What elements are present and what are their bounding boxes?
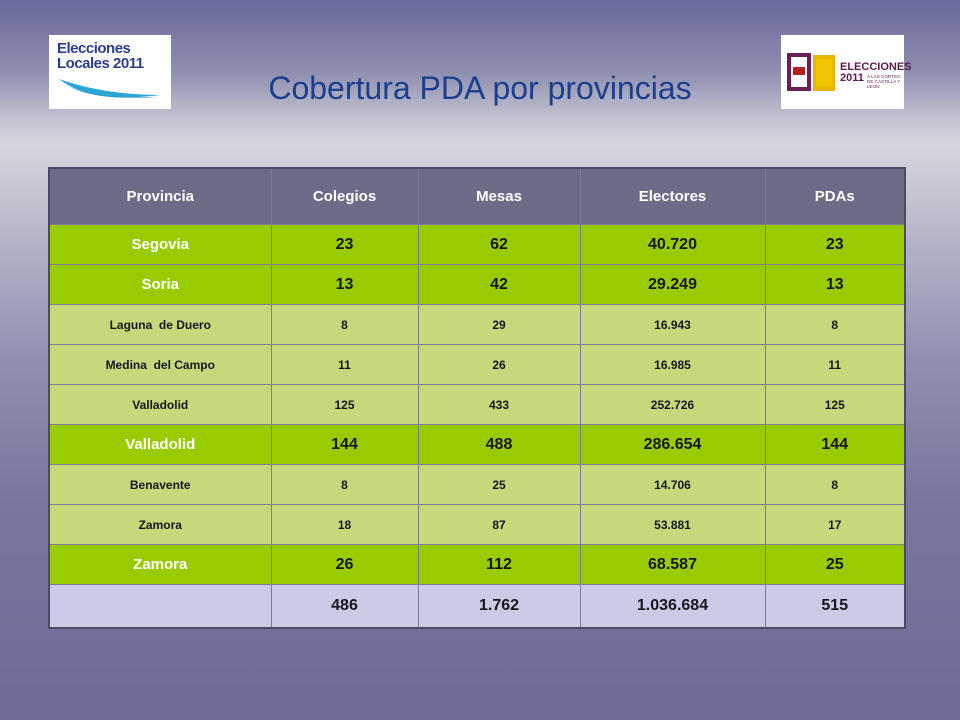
- cell-pdas: 144: [764, 424, 906, 465]
- logo-right-line2: 2011: [840, 72, 864, 84]
- castle-emblem-icon: [787, 53, 835, 91]
- cell-colegios: 144: [270, 424, 419, 465]
- header-pdas: PDAs: [764, 167, 906, 225]
- cell-colegios: 23: [270, 224, 419, 265]
- page-title: Cobertura PDA por provincias: [268, 70, 692, 106]
- table-row: Valladolid 125 433 252.726 125: [48, 384, 906, 425]
- logo-right-line1: ELECCIONES: [840, 61, 912, 73]
- cell-pdas: 11: [764, 344, 906, 385]
- cell-pdas: 8: [764, 464, 906, 505]
- header-electores: Electores: [579, 167, 766, 225]
- table-total-row: 486 1.762 1.036.684 515: [48, 584, 906, 629]
- table-header-row: Provincia Colegios Mesas Electores PDAs: [48, 167, 906, 225]
- cell-electores: 40.720: [579, 224, 766, 265]
- cell-mesas: 87: [417, 504, 581, 545]
- header-mesas: Mesas: [417, 167, 581, 225]
- logo-left-line2: Locales 2011: [57, 55, 144, 72]
- cell-total-mesas: 1.762: [417, 584, 581, 629]
- table-row: Valladolid 144 488 286.654 144: [48, 424, 906, 465]
- elecciones-locales-logo: Elecciones Locales 2011: [49, 35, 171, 109]
- cell-mesas: 112: [417, 544, 581, 585]
- cell-total-pdas: 515: [764, 584, 906, 629]
- cell-colegios: 8: [270, 304, 419, 345]
- cell-provincia: Laguna de Duero: [48, 304, 272, 345]
- cell-colegios: 125: [270, 384, 419, 425]
- cell-colegios: 13: [270, 264, 419, 305]
- cell-provincia: Medina del Campo: [48, 344, 272, 385]
- cell-pdas: 13: [764, 264, 906, 305]
- cell-electores: 53.881: [579, 504, 766, 545]
- cell-pdas: 23: [764, 224, 906, 265]
- cell-total-label: [48, 584, 272, 629]
- swoosh-icon: [59, 79, 161, 98]
- cell-electores: 14.706: [579, 464, 766, 505]
- cell-pdas: 125: [764, 384, 906, 425]
- cell-mesas: 29: [417, 304, 581, 345]
- table-row: Segovia 23 62 40.720 23: [48, 224, 906, 265]
- cell-provincia: Benavente: [48, 464, 272, 505]
- table-row: Soria 13 42 29.249 13: [48, 264, 906, 305]
- cell-provincia: Valladolid: [48, 424, 272, 465]
- cell-electores: 16.943: [579, 304, 766, 345]
- logo-left-line1: Elecciones: [57, 40, 131, 57]
- cell-pdas: 8: [764, 304, 906, 345]
- cell-provincia: Zamora: [48, 544, 272, 585]
- cell-electores: 68.587: [579, 544, 766, 585]
- cell-colegios: 11: [270, 344, 419, 385]
- cell-electores: 29.249: [579, 264, 766, 305]
- cell-total-electores: 1.036.684: [579, 584, 766, 629]
- cell-colegios: 8: [270, 464, 419, 505]
- elecciones-cortes-logo: ELECCIONES 2011 A LAS CORTES DE CASTILLA…: [781, 35, 912, 109]
- cell-electores: 286.654: [579, 424, 766, 465]
- cell-mesas: 433: [417, 384, 581, 425]
- cell-mesas: 42: [417, 264, 581, 305]
- cell-colegios: 26: [270, 544, 419, 585]
- table-row: Zamora 26 112 68.587 25: [48, 544, 906, 585]
- cell-provincia: Zamora: [48, 504, 272, 545]
- cell-electores: 16.985: [579, 344, 766, 385]
- header-colegios: Colegios: [270, 167, 419, 225]
- table-row: Medina del Campo 11 26 16.985 11: [48, 344, 906, 385]
- coverage-table: Provincia Colegios Mesas Electores PDAs …: [48, 167, 906, 629]
- cell-pdas: 25: [764, 544, 906, 585]
- table-row: Benavente 8 25 14.706 8: [48, 464, 906, 505]
- cell-provincia: Valladolid: [48, 384, 272, 425]
- table-row: Laguna de Duero 8 29 16.943 8: [48, 304, 906, 345]
- cell-provincia: Soria: [48, 264, 272, 305]
- cell-electores: 252.726: [579, 384, 766, 425]
- cell-colegios: 18: [270, 504, 419, 545]
- cell-mesas: 488: [417, 424, 581, 465]
- cell-total-colegios: 486: [270, 584, 419, 629]
- header-provincia: Provincia: [48, 167, 272, 225]
- cell-mesas: 62: [417, 224, 581, 265]
- cell-mesas: 26: [417, 344, 581, 385]
- logo-right-subtitle: A LAS CORTES DE CASTILLA Y LEÓN: [867, 74, 901, 89]
- cell-pdas: 17: [764, 504, 906, 545]
- table-row: Zamora 18 87 53.881 17: [48, 504, 906, 545]
- cell-provincia: Segovia: [48, 224, 272, 265]
- cell-mesas: 25: [417, 464, 581, 505]
